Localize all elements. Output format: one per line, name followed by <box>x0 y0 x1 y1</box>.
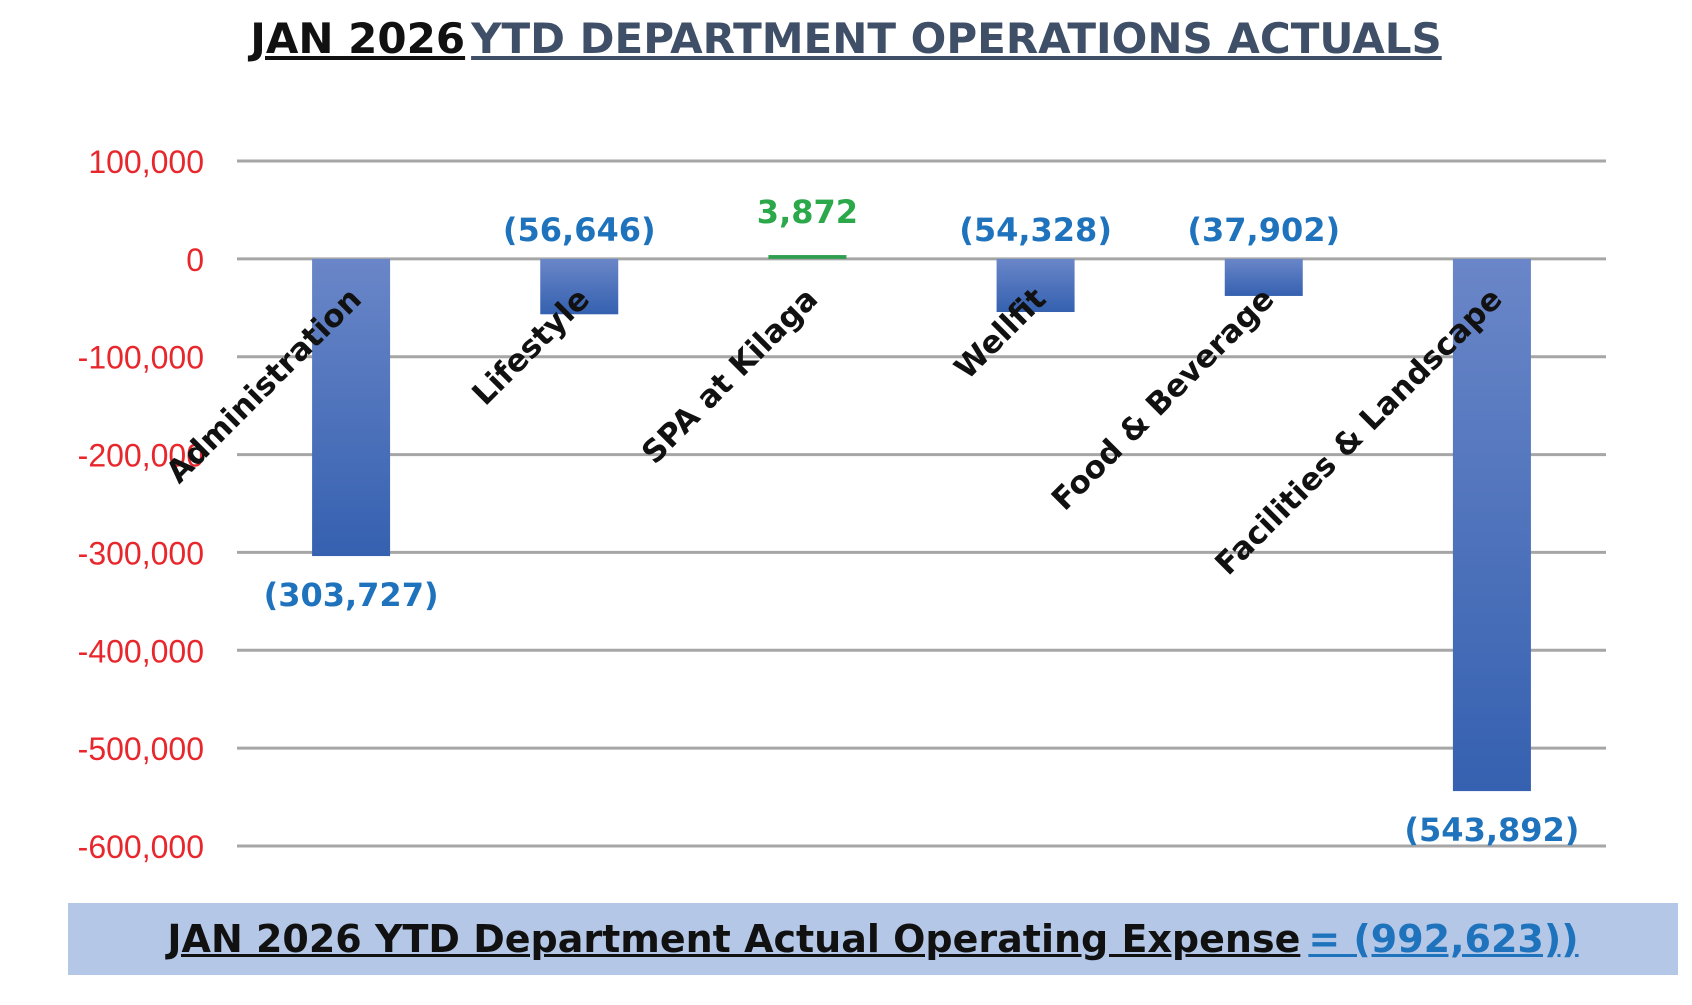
data-labels: (303,727) (56,646) 3,872 (54,328) (37,902) (5… <box>264 193 1580 849</box>
bar-chart: 100,000 0 -100,000 -200,000 -300,000 -400,000… <box>78 144 1606 865</box>
bars <box>312 255 1531 792</box>
data-label: (56,646) <box>503 211 656 249</box>
data-label: (543,892) <box>1404 811 1579 849</box>
y-axis-ticks: 100,000 0 -100,000 -200,000 -300,000 -400,000… <box>78 144 204 865</box>
y-tick-label: -300,000 <box>78 535 204 571</box>
title-period: JAN 2026 <box>250 14 466 63</box>
data-label: (54,328) <box>959 211 1112 249</box>
y-tick-label: -200,000 <box>78 438 204 474</box>
total-expense-text: JAN 2026 YTD Department Actual Operating… <box>167 917 1301 961</box>
title-subject: YTD DEPARTMENT OPERATIONS ACTUALS <box>471 14 1442 63</box>
y-tick-label: -600,000 <box>78 829 204 865</box>
total-expense-banner: JAN 2026 YTD Department Actual Operating… <box>68 903 1678 975</box>
bar <box>1452 258 1531 792</box>
bar <box>768 255 847 259</box>
data-label: (303,727) <box>264 576 439 614</box>
y-tick-label: -100,000 <box>78 340 204 376</box>
y-tick-label: -400,000 <box>78 633 204 669</box>
category-label: Lifestyle <box>465 281 597 413</box>
bar <box>312 258 391 557</box>
total-expense-value: = (992,623)) <box>1308 917 1579 961</box>
bar <box>1224 258 1303 296</box>
gridlines <box>237 159 1606 848</box>
y-tick-label: 0 <box>186 242 204 278</box>
category-label: Food & Beverage <box>1045 281 1282 518</box>
chart-title: JAN 2026 YTD DEPARTMENT OPERATIONS ACTUAL… <box>0 14 1692 63</box>
bar <box>996 258 1075 313</box>
data-label: (37,902) <box>1187 211 1340 249</box>
bar <box>540 258 619 315</box>
y-tick-label: -500,000 <box>78 731 204 767</box>
category-label: SPA at Kilaga <box>635 281 825 471</box>
y-tick-label: 100,000 <box>88 144 204 180</box>
data-label: 3,872 <box>757 193 858 231</box>
